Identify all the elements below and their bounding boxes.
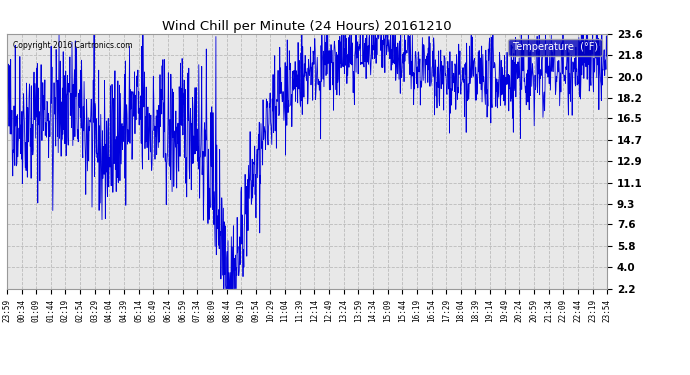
Text: Copyright 2016 Cartronics.com: Copyright 2016 Cartronics.com	[13, 41, 132, 50]
Title: Wind Chill per Minute (24 Hours) 20161210: Wind Chill per Minute (24 Hours) 2016121…	[162, 20, 452, 33]
Legend: Temperature  (°F): Temperature (°F)	[509, 39, 602, 56]
